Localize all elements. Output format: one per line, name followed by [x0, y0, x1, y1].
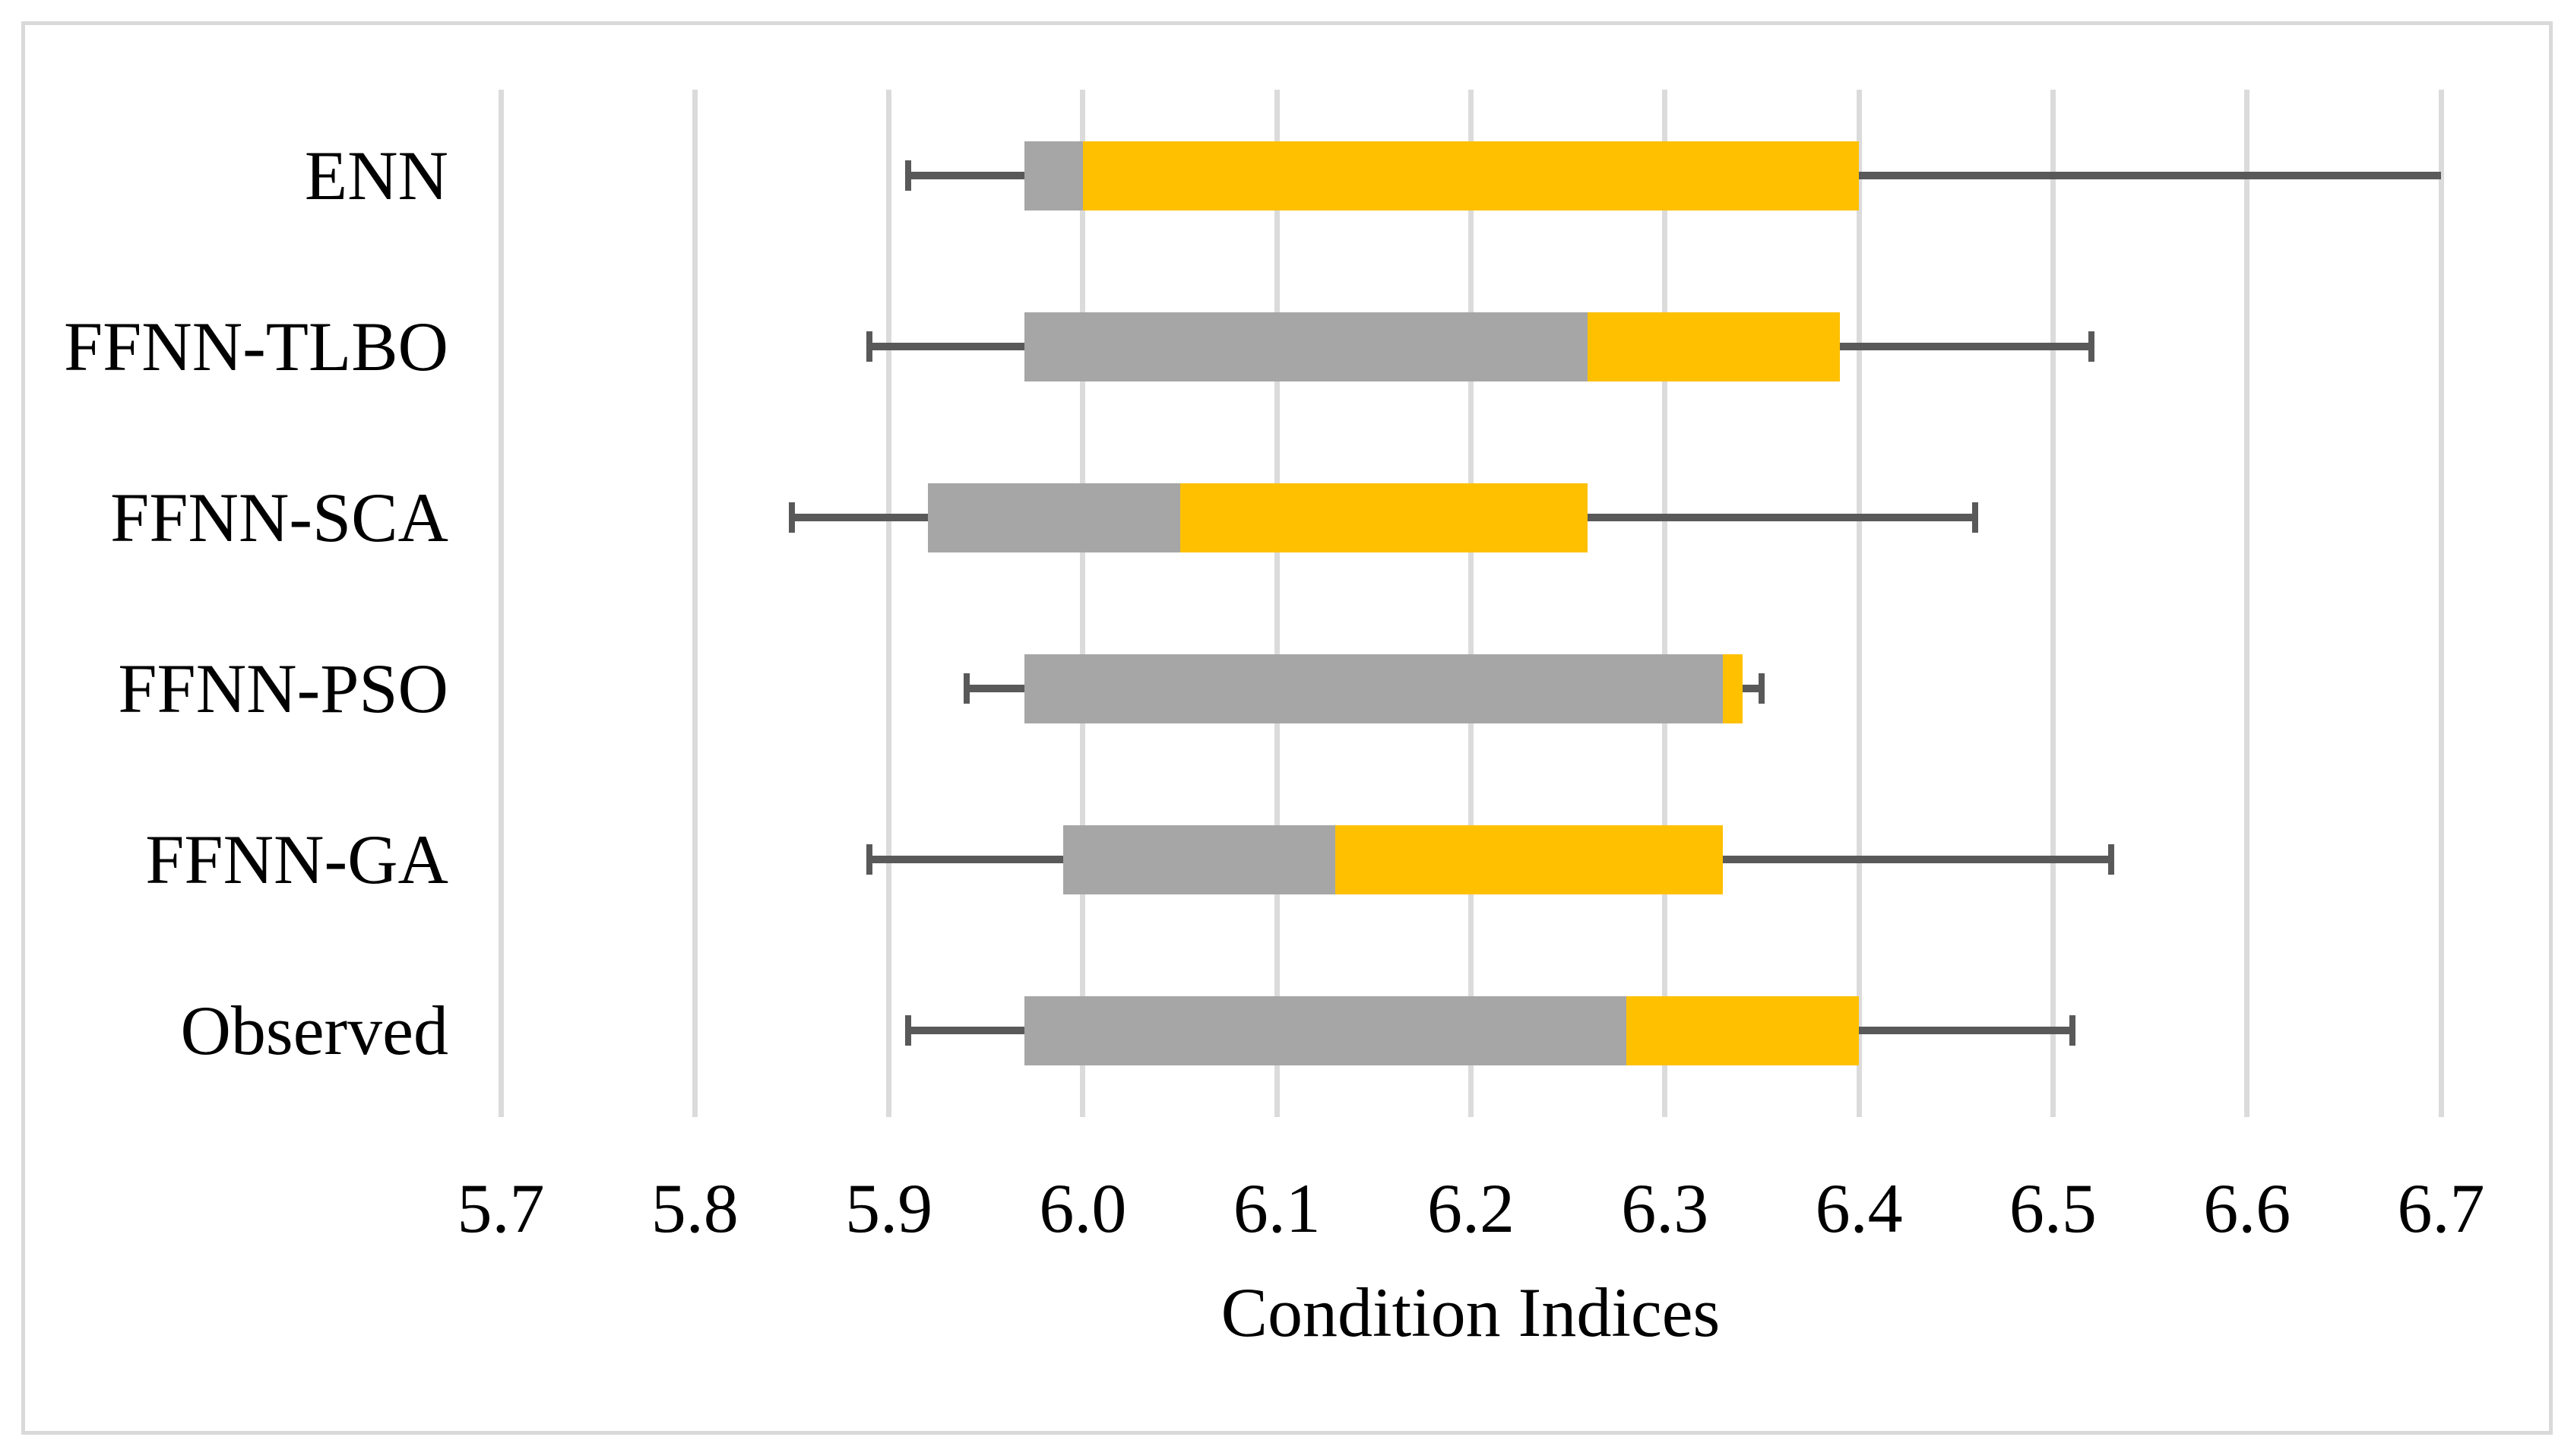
gridline: [1662, 90, 1668, 1117]
category-label: FFNN-TLBO: [63, 308, 448, 385]
whisker-cap-min: [866, 331, 873, 362]
x-tick-label: 5.8: [651, 1170, 739, 1247]
whisker-left: [908, 172, 1025, 179]
chart-frame: [21, 21, 2553, 1435]
box-lower-quartile: [927, 483, 1180, 552]
x-tick-label: 6.0: [1039, 1170, 1127, 1247]
box-upper-quartile: [1626, 995, 1860, 1065]
whisker-cap-min: [963, 673, 970, 704]
x-tick-label: 6.3: [1621, 1170, 1709, 1247]
whisker-cap-min: [905, 160, 912, 191]
box-lower-quartile: [1024, 654, 1724, 723]
x-axis-title: Condition Indices: [1221, 1274, 1721, 1351]
box-lower-quartile: [1063, 825, 1335, 894]
whisker-cap-min: [866, 844, 873, 875]
x-tick-label: 6.6: [2203, 1170, 2291, 1247]
x-tick-label: 6.7: [2397, 1170, 2485, 1247]
category-label: ENN: [304, 137, 448, 214]
category-label: FFNN-PSO: [118, 650, 448, 727]
x-tick-label: 5.9: [845, 1170, 933, 1247]
whisker-left: [966, 685, 1025, 692]
whisker-cap-max: [2069, 1015, 2075, 1046]
category-label: Observed: [180, 992, 448, 1069]
gridline: [2438, 90, 2444, 1117]
gridline: [1468, 90, 1474, 1117]
whisker-right: [1742, 685, 1762, 692]
gridline: [886, 90, 892, 1117]
gridline: [1856, 90, 1862, 1117]
whisker-right: [1859, 172, 2441, 179]
box-upper-quartile: [1587, 312, 1840, 381]
whisker-cap-max: [2107, 844, 2114, 875]
box-upper-quartile: [1082, 141, 1860, 210]
gridline: [498, 90, 504, 1117]
x-tick-label: 6.5: [2009, 1170, 2097, 1247]
whisker-right: [1839, 343, 2092, 350]
whisker-right: [1723, 856, 2111, 863]
whisker-cap-max: [2088, 331, 2095, 362]
box-upper-quartile: [1334, 825, 1724, 894]
box-lower-quartile: [1024, 312, 1588, 381]
whisker-right: [1859, 1027, 2072, 1034]
x-tick-label: 6.2: [1427, 1170, 1515, 1247]
whisker-right: [1587, 514, 1976, 521]
box-lower-quartile: [1024, 995, 1626, 1065]
gridline: [1080, 90, 1086, 1117]
x-tick-label: 6.4: [1815, 1170, 1903, 1247]
whisker-cap-max: [1759, 673, 1765, 704]
x-tick-label: 5.7: [457, 1170, 545, 1247]
gridline: [692, 90, 698, 1117]
box-lower-quartile: [1024, 141, 1083, 210]
gridline: [2244, 90, 2250, 1117]
whisker-cap-max: [1972, 502, 1979, 533]
category-label: FFNN-SCA: [110, 479, 448, 556]
gridline: [2050, 90, 2056, 1117]
whisker-left: [908, 1027, 1025, 1034]
whisker-left: [791, 514, 928, 521]
x-tick-label: 6.1: [1233, 1170, 1321, 1247]
category-label: FFNN-GA: [145, 821, 448, 898]
gridline: [1274, 90, 1280, 1117]
whisker-left: [869, 343, 1025, 350]
whisker-left: [869, 856, 1064, 863]
whisker-cap-min: [788, 502, 795, 533]
box-upper-quartile: [1723, 654, 1743, 723]
box-upper-quartile: [1179, 483, 1588, 552]
whisker-cap-min: [905, 1015, 912, 1046]
